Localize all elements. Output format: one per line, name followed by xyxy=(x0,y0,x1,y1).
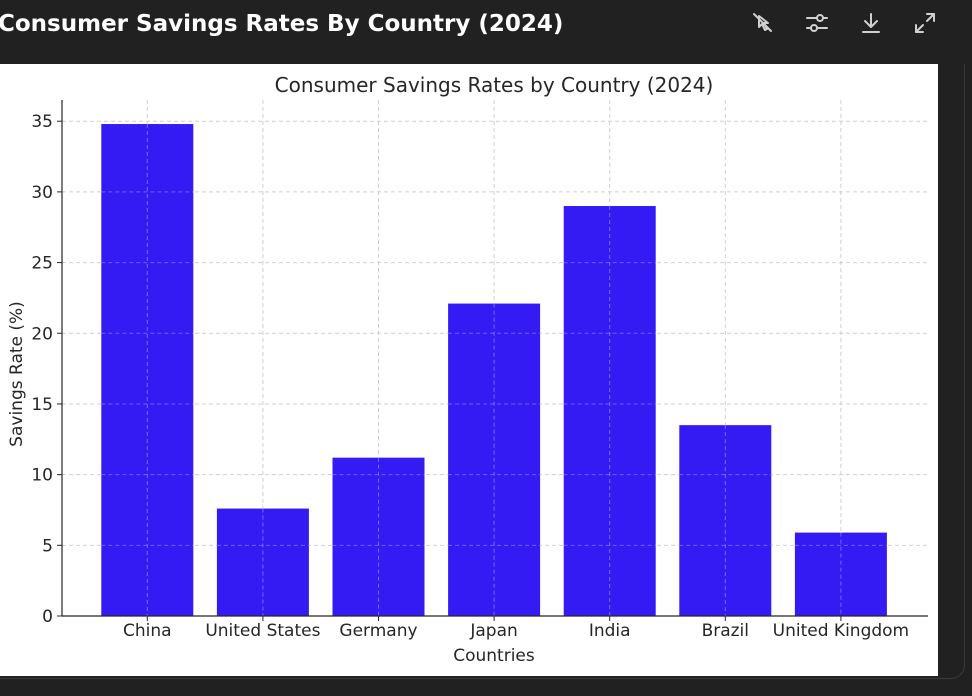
x-axis-ticks: China United States Germany Japan India Brazi… xyxy=(123,616,909,641)
x-tick-label: United States xyxy=(205,621,320,641)
interactive-toggle-button[interactable] xyxy=(746,8,780,38)
sliders-icon xyxy=(806,14,828,32)
x-tick-label: Germany xyxy=(339,621,417,641)
interactive-toggle-icon xyxy=(753,13,772,32)
bar-united-states[interactable] xyxy=(216,508,309,616)
bar-brazil[interactable] xyxy=(679,425,772,616)
y-tick-label: 5 xyxy=(42,536,53,556)
y-tick-label: 35 xyxy=(31,112,53,132)
y-tick-label: 15 xyxy=(31,395,53,415)
y-tick-label: 20 xyxy=(31,324,53,344)
x-tick-label: Japan xyxy=(469,621,517,641)
bar-germany[interactable] xyxy=(332,457,425,616)
adjust-button[interactable] xyxy=(800,8,834,38)
chart-panel: Consumer Savings Rates by Country (2024)… xyxy=(0,64,938,676)
y-axis-label: Savings Rate (%) xyxy=(7,301,27,447)
x-tick-label: China xyxy=(123,621,172,641)
download-icon xyxy=(862,13,880,33)
bar-india[interactable] xyxy=(563,206,656,616)
bar-united-kingdom[interactable] xyxy=(794,532,887,616)
bar-japan[interactable] xyxy=(448,303,541,616)
expand-icon xyxy=(915,13,935,33)
y-tick-label: 25 xyxy=(31,254,53,274)
chart-toolbar xyxy=(746,8,942,38)
bar-chart: Consumer Savings Rates by Country (2024)… xyxy=(7,73,928,666)
x-tick-label: United Kingdom xyxy=(773,621,909,641)
bar-china[interactable] xyxy=(101,124,194,617)
y-axis-ticks: 0 5 10 15 20 25 30 35 xyxy=(31,112,62,627)
page-title: Consumer Savings Rates By Country (2024) xyxy=(0,11,564,37)
x-tick-label: India xyxy=(589,621,631,641)
download-button[interactable] xyxy=(854,8,888,38)
x-axis-label: Countries xyxy=(453,646,535,666)
chart-header: Consumer Savings Rates By Country (2024) xyxy=(0,0,972,64)
expand-button[interactable] xyxy=(908,8,942,38)
y-tick-label: 30 xyxy=(31,183,53,203)
x-tick-label: Brazil xyxy=(702,621,749,641)
chart-axes xyxy=(61,100,928,617)
chart-bars xyxy=(101,124,887,617)
y-tick-label: 10 xyxy=(31,466,53,486)
chart-title: Consumer Savings Rates by Country (2024) xyxy=(275,73,714,97)
y-tick-label: 0 xyxy=(42,607,53,627)
